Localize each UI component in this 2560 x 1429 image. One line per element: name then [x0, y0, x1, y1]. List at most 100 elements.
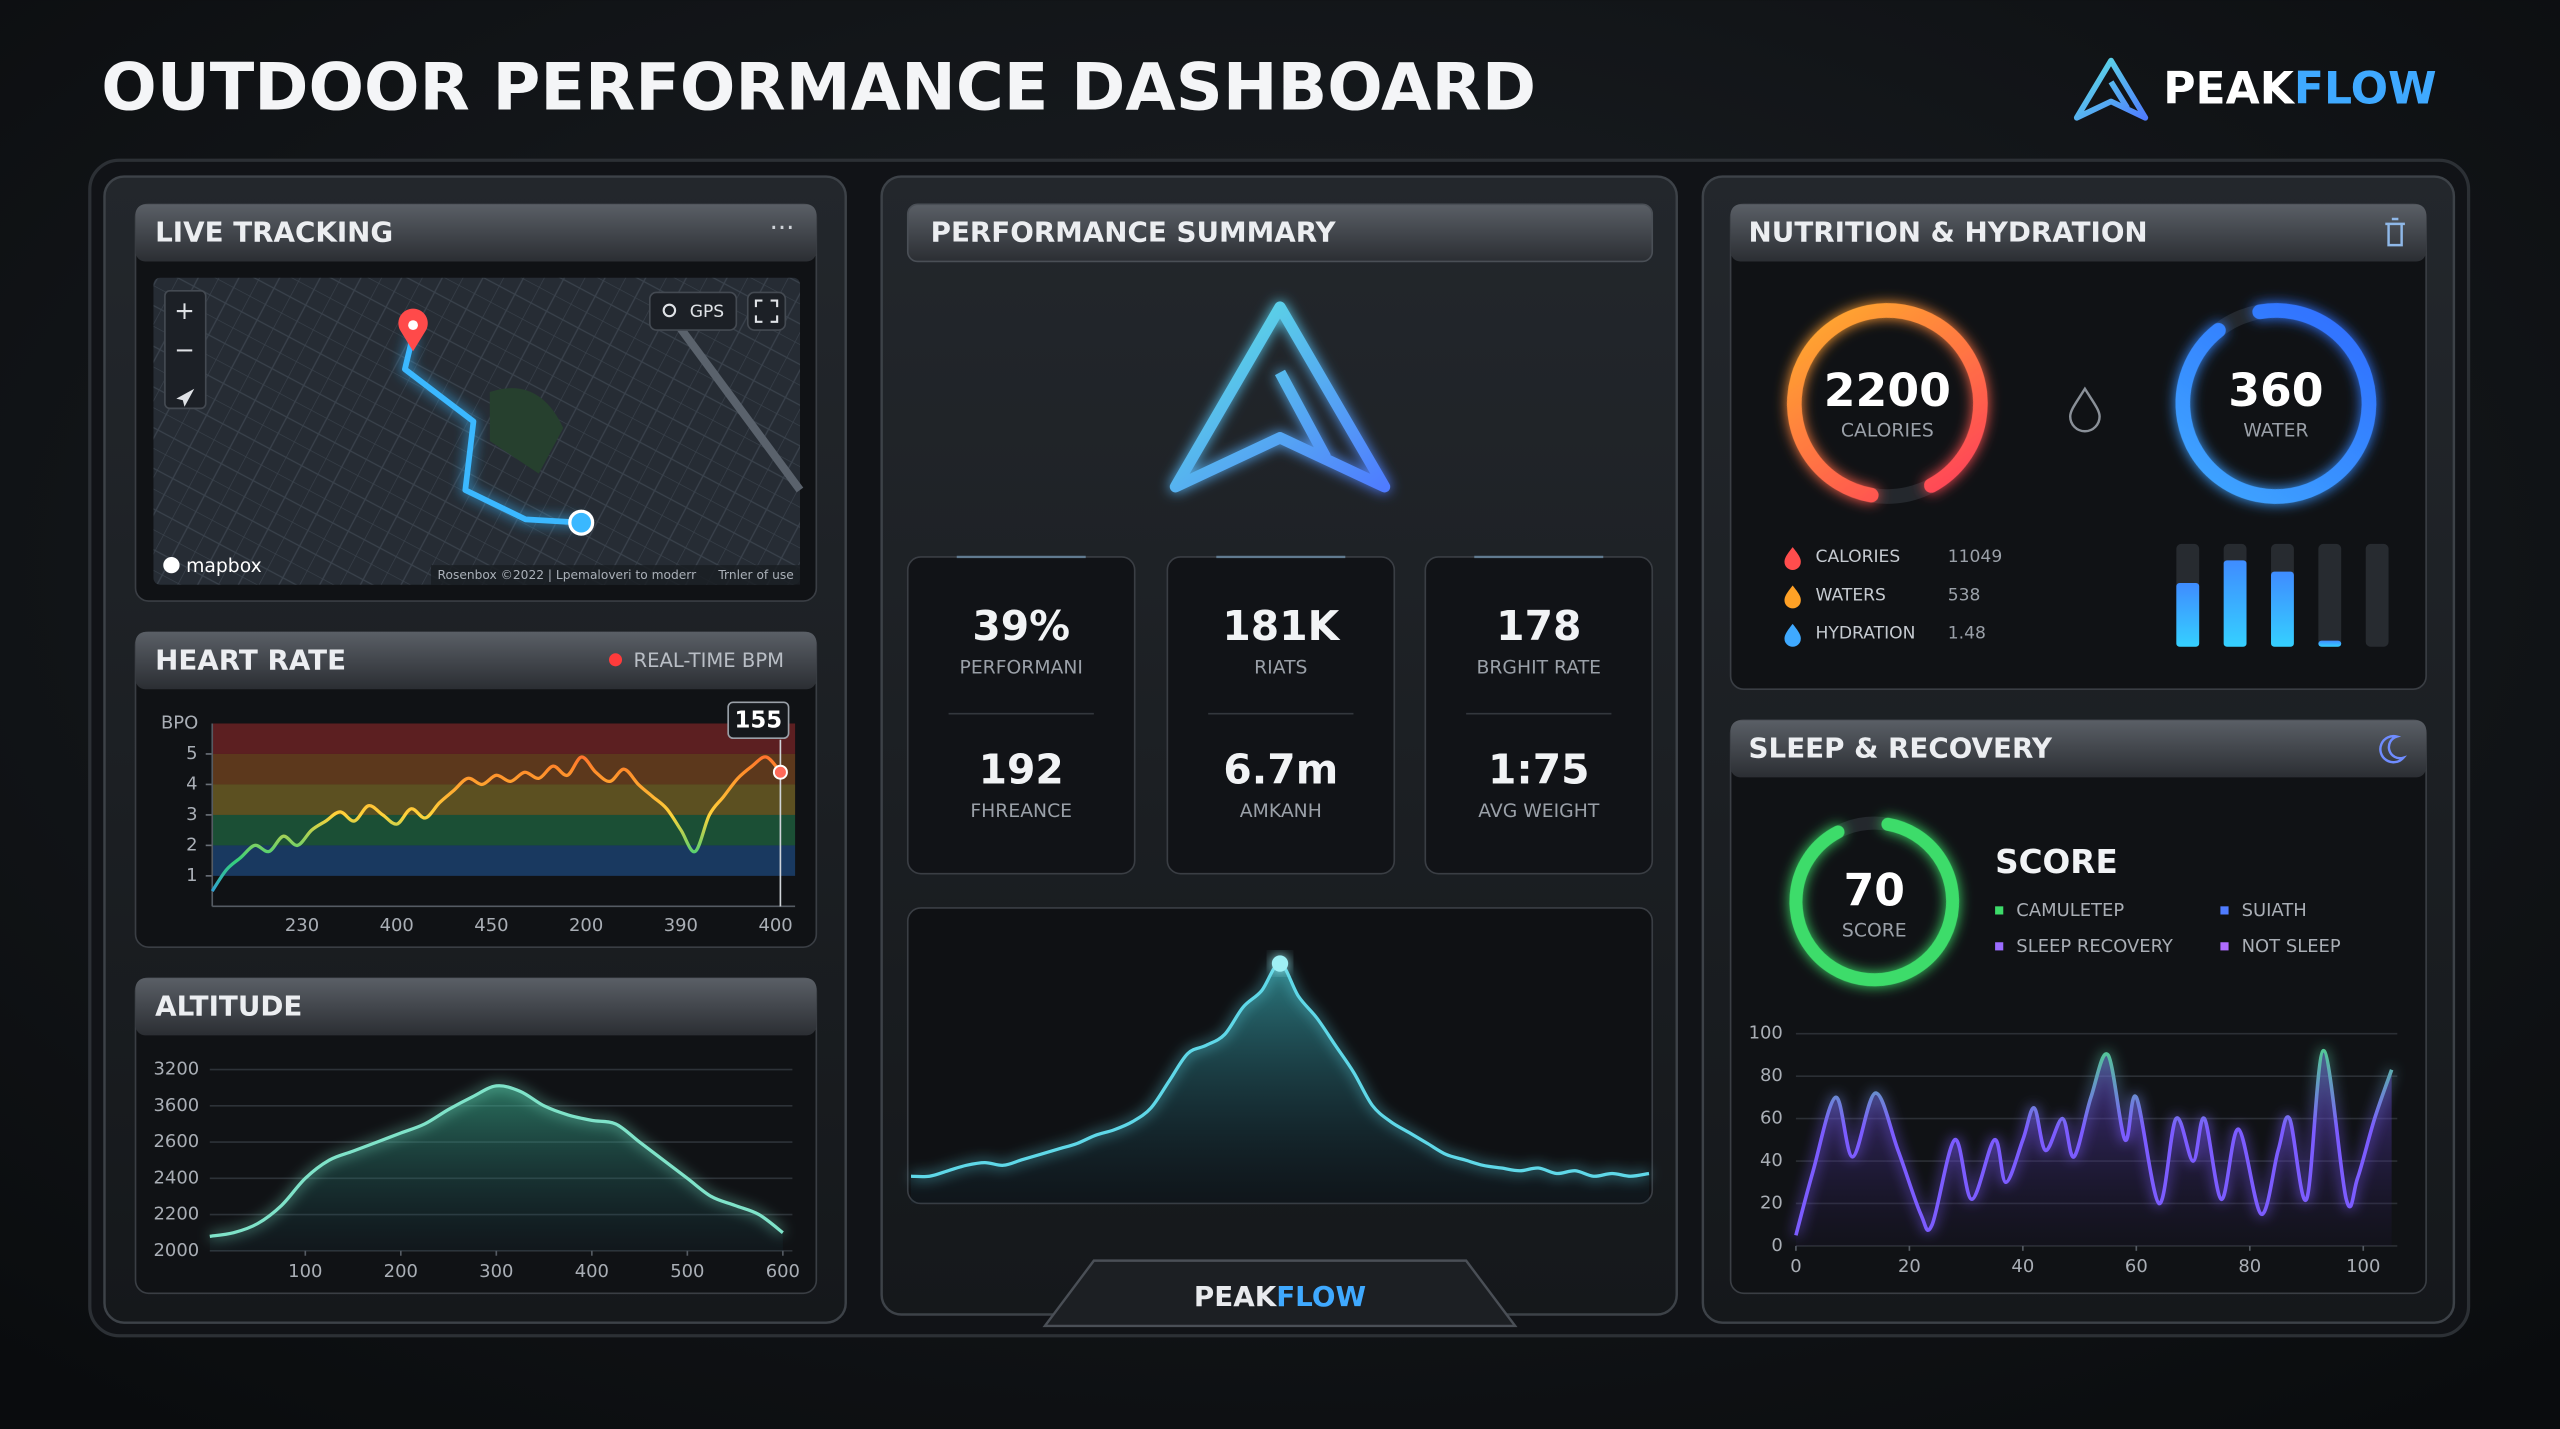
- x-tick-label: 60: [2125, 1256, 2148, 1277]
- x-tick-label: 450: [474, 915, 508, 936]
- y-tick-label: 2200: [154, 1204, 200, 1225]
- x-tick-label: 100: [288, 1261, 322, 1282]
- route: [402, 334, 582, 526]
- x-tick-label: 400: [758, 915, 792, 936]
- current-point: [772, 764, 788, 780]
- map-terms[interactable]: Trnler of use: [717, 568, 793, 582]
- x-tick-label: 40: [2011, 1256, 2034, 1277]
- legend-swatch: [2220, 906, 2229, 915]
- stat-value: 1:75: [1488, 745, 1589, 793]
- water-value: 360: [2228, 364, 2323, 417]
- card-header: [135, 204, 817, 262]
- map-highway: [657, 299, 804, 493]
- area-line: [209, 1084, 784, 1238]
- callout-box: [727, 701, 790, 739]
- moon-icon: [2379, 734, 2408, 764]
- x-tick-label: 20: [1898, 1256, 1921, 1277]
- stat-label: AMKANH: [1240, 801, 1322, 822]
- score-value: 70: [1844, 865, 1905, 916]
- calories-ring: [1786, 303, 1988, 504]
- y-tick-label: 5: [186, 743, 197, 764]
- menu-icon[interactable]: ···: [770, 213, 795, 243]
- area-fill: [911, 963, 1649, 1204]
- stat-label: BRGHIT RATE: [1477, 657, 1602, 678]
- zone-band: [212, 784, 796, 815]
- y-tick-label: 4: [186, 773, 197, 794]
- x-tick-label: 200: [569, 915, 603, 936]
- y-tick-label: 100: [1749, 1023, 1783, 1044]
- legend-label: WATERS: [1816, 585, 1886, 605]
- y-tick-label: 20: [1760, 1192, 1783, 1213]
- score-ring: [1789, 816, 1960, 987]
- card-header: [135, 978, 817, 1036]
- map-credit: mapbox: [186, 556, 262, 577]
- position-dot: [568, 509, 595, 536]
- card-subtitle: REAL-TIME BPM: [633, 649, 784, 672]
- stat-value: 178: [1496, 602, 1581, 650]
- altitude-chart: 2000 2200 2400 2600 3600 3200 100 200 300 400 500 6…: [154, 1059, 800, 1282]
- pin-dot: [408, 320, 418, 331]
- legend-icon: [1784, 623, 1801, 647]
- x-tick-label: 400: [380, 915, 414, 936]
- zoom-out[interactable]: −: [174, 335, 195, 364]
- y-tick-label: 3200: [154, 1059, 200, 1080]
- card-header: [1730, 720, 2427, 778]
- y-tick-label: 80: [1760, 1065, 1783, 1086]
- legend-swatch: [1995, 942, 2004, 951]
- area-fill: [209, 1085, 783, 1251]
- x-tick-label: 100: [2346, 1256, 2380, 1277]
- bottle-icon[interactable]: [2385, 217, 2405, 247]
- peak-marker: [1271, 955, 1289, 972]
- zoom-controls[interactable]: [164, 290, 207, 410]
- legend-icon: [1784, 585, 1801, 609]
- calories-value: 2200: [1824, 364, 1951, 417]
- brand-main: PEAK: [2163, 64, 2296, 115]
- gps-icon: [662, 303, 677, 318]
- stat-label: PERFORMANI: [960, 657, 1083, 678]
- bar: [2271, 571, 2294, 647]
- y-tick-label: 0: [1771, 1235, 1782, 1256]
- locate-icon[interactable]: [176, 388, 195, 407]
- fullscreen-button[interactable]: [746, 291, 787, 331]
- x-tick-label: 500: [670, 1261, 704, 1282]
- sleep-chart: 0 20 40 60 80 100 0 20 40 60 80 100: [1749, 1023, 2398, 1277]
- zoom-in[interactable]: +: [174, 296, 195, 325]
- brand: PEAKFLOW: [2163, 64, 2436, 115]
- legend-value: 1.48: [1948, 624, 1986, 644]
- hero-logo: [1169, 301, 1391, 493]
- bar: [2223, 560, 2247, 647]
- legend-icon: [1784, 547, 1801, 571]
- sleep-heading: SCORE: [1995, 843, 2118, 881]
- bar: [2176, 582, 2200, 647]
- stat-label: AVG WEIGHT: [1478, 801, 1600, 822]
- water-ring: [2175, 303, 2377, 504]
- legend-label: HYDRATION: [1816, 624, 1916, 644]
- map-attribution: Rosenbox ©2022 | Lpemaloveri to moderr: [438, 568, 698, 583]
- mapbox-logo: [163, 556, 180, 574]
- stat-cards: 39% PERFORMANI 181K RIATS 178 BRGHIT RATE 192 F…: [906, 555, 1654, 875]
- x-tick-label: 300: [479, 1261, 513, 1282]
- map[interactable]: [153, 277, 801, 585]
- zone-band: [212, 723, 796, 754]
- x-tick-label: 600: [766, 1261, 800, 1282]
- calories-label: CALORIES: [1841, 421, 1934, 442]
- legend-label: SLEEP RECOVERY: [2016, 936, 2173, 957]
- gps-button[interactable]: [648, 291, 738, 331]
- y-tick-label: 2000: [154, 1240, 200, 1261]
- card-title: LIVE TRACKING: [155, 216, 393, 249]
- nutrition-legend: CALORIES 11049 WATERS 538 HYDRATION 1.48: [1784, 547, 2002, 647]
- card-title: NUTRITION & HYDRATION: [1749, 216, 2148, 249]
- stat-label: RIATS: [1254, 657, 1307, 678]
- legend-label: CALORIES: [1816, 547, 1901, 567]
- stat-label: FHREANCE: [970, 801, 1072, 822]
- card-title: PERFORMANCE SUMMARY: [931, 216, 1337, 249]
- card-header: [906, 203, 1654, 263]
- card-title: ALTITUDE: [155, 990, 302, 1023]
- bar: [2318, 640, 2342, 647]
- zone-band: [212, 845, 796, 876]
- footer-brand-main: PEAK: [1194, 1280, 1278, 1313]
- gps-label[interactable]: GPS: [690, 302, 724, 322]
- y-tick-label: 60: [1760, 1108, 1783, 1129]
- legend-label: SUIATH: [2242, 900, 2307, 921]
